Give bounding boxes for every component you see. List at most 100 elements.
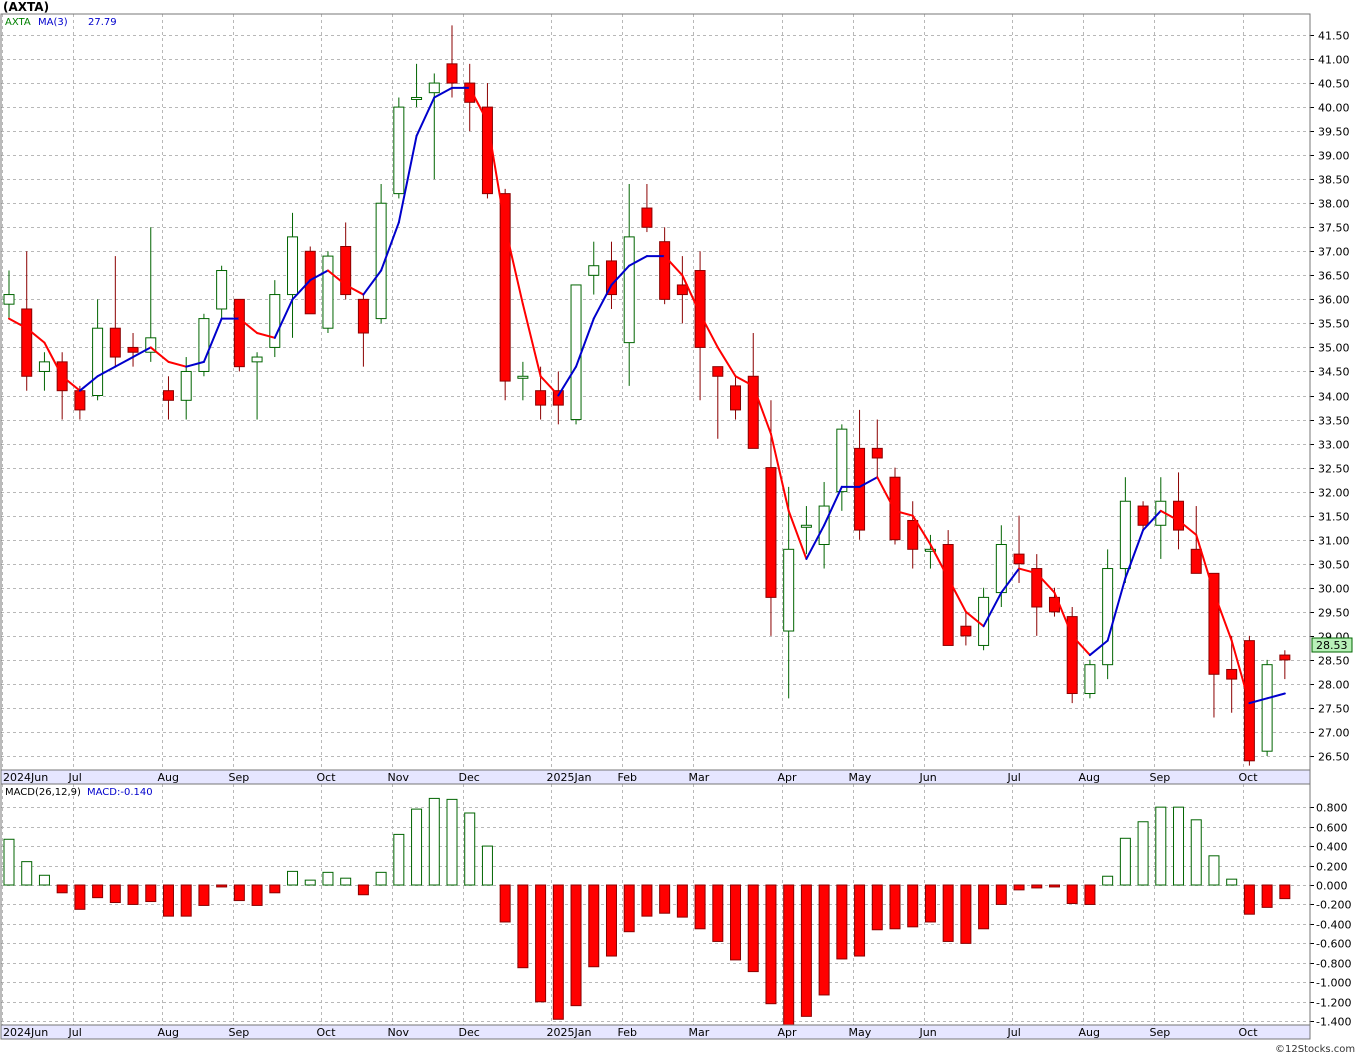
macd-bar-negative <box>676 884 688 918</box>
x-tick-label: Oct <box>1239 771 1259 784</box>
macd-bar-negative <box>924 884 936 923</box>
price-legend: AXTA MA(3) 27.79 <box>5 17 117 28</box>
macd-bar-positive <box>1155 806 1167 886</box>
y-tick-label: 39.00 <box>1318 150 1350 163</box>
y-tick-label: 36.00 <box>1318 294 1350 307</box>
x-tick-label: 2025Jan <box>547 1026 592 1039</box>
candle-up <box>287 236 299 296</box>
y-tick-label: 34.50 <box>1318 366 1350 379</box>
y-tick-label: 28.00 <box>1318 679 1350 692</box>
macd-bar-negative <box>269 884 281 894</box>
candle-down <box>74 390 86 411</box>
ma-segment <box>326 269 347 286</box>
candle-down <box>340 245 352 296</box>
candle-down <box>676 284 688 296</box>
candle-up <box>924 548 936 552</box>
macd-bar-positive <box>38 874 50 886</box>
macd-bar-negative <box>800 884 812 1017</box>
macd-legend: MACD:-0.140 <box>87 787 153 798</box>
y-tick-label: 39.50 <box>1318 126 1350 139</box>
ma-segment <box>610 264 631 286</box>
ma-segment <box>947 577 967 613</box>
x-tick-label: Dec <box>459 1026 480 1039</box>
ma-segment <box>43 341 64 378</box>
ma-segment <box>1159 509 1180 522</box>
ma-segment <box>362 269 383 296</box>
y-tick-label: 34.00 <box>1318 391 1350 404</box>
macd-bar-negative <box>251 884 263 906</box>
x-tick-label: 2024Jun <box>3 1026 48 1039</box>
candle-down <box>21 308 33 377</box>
macd-bar-negative <box>1048 884 1060 888</box>
y-tick-label: 33.50 <box>1318 415 1350 428</box>
y-tick-label: -0.400 <box>1316 919 1351 932</box>
ma-segment <box>858 476 879 488</box>
candle-down <box>960 625 972 637</box>
macd-bar-negative <box>109 884 121 904</box>
x-tick-label: Sep <box>1150 771 1171 784</box>
ma-segment <box>557 365 578 397</box>
macd-bar-positive <box>3 838 15 886</box>
candle-up <box>1102 568 1114 666</box>
ma-segment <box>575 317 595 368</box>
y-tick-label: 32.00 <box>1318 487 1350 500</box>
ma-segment <box>167 360 188 368</box>
ma-segment <box>1195 533 1215 594</box>
macd-bars <box>3 797 1291 1027</box>
ma-segment <box>185 360 205 368</box>
ma-segment <box>681 274 702 315</box>
macd-bar-negative <box>747 884 759 973</box>
y-tick-label: 27.00 <box>1318 727 1350 740</box>
last-price-label: 28.53 <box>1316 639 1348 652</box>
y-tick-label: 29.50 <box>1318 607 1350 620</box>
x-tick-label: Sep <box>229 771 250 784</box>
macd-bar-negative <box>960 884 972 944</box>
macd-bar-negative <box>694 884 706 930</box>
candle-down <box>464 82 476 103</box>
macd-bar-negative <box>1084 884 1096 905</box>
macd-bar-positive <box>464 812 476 886</box>
macd-title: MACD(26,12,9) <box>5 787 81 798</box>
ma-legend: MA(3) <box>38 17 68 28</box>
y-tick-label: 40.00 <box>1318 102 1350 115</box>
y-tick-label: 41.00 <box>1318 54 1350 67</box>
x-tick-label: Jun <box>919 771 937 784</box>
y-tick-label: -0.600 <box>1316 938 1351 951</box>
ma-segment <box>734 375 755 387</box>
ma-segment <box>8 317 28 330</box>
candle-down <box>871 447 883 459</box>
ma-segment <box>486 120 507 229</box>
y-tick-label: 0.000 <box>1316 880 1348 893</box>
y-tick-label: 31.50 <box>1318 511 1350 524</box>
y-tick-label: 37.00 <box>1318 246 1350 259</box>
x-tick-label: Oct <box>317 1026 337 1039</box>
macd-bar-positive <box>428 797 440 886</box>
x-tick-label: Oct <box>1239 1026 1259 1039</box>
candle-down <box>1013 553 1025 565</box>
ma-segment <box>1248 697 1269 705</box>
ma-segment <box>1124 529 1145 580</box>
candle-down <box>446 63 458 84</box>
ma-segment <box>96 365 117 378</box>
x-axis-band-bottom <box>0 1024 1311 1040</box>
ma-segment <box>433 86 453 99</box>
x-tick-label: 2024Jun <box>3 771 48 784</box>
candle-up <box>1119 500 1131 570</box>
x-tick-label: May <box>849 771 872 784</box>
macd-bar-negative <box>162 884 174 917</box>
macd-bar-negative <box>854 884 866 957</box>
y-tick-label: 28.50 <box>1318 655 1350 668</box>
macd-bar-negative <box>712 884 724 942</box>
y-tick-label: -0.200 <box>1316 899 1351 912</box>
x-tick-label: 2025Jan <box>547 771 592 784</box>
macd-bar-negative <box>836 884 848 960</box>
candle-down <box>907 519 919 550</box>
macd-bar-positive <box>322 871 334 886</box>
candle-down <box>162 390 174 401</box>
x-tick-label: Jul <box>68 771 82 784</box>
ma-segment <box>1053 591 1074 637</box>
ma-segment <box>1000 567 1021 594</box>
macd-bar-negative <box>1279 884 1291 900</box>
